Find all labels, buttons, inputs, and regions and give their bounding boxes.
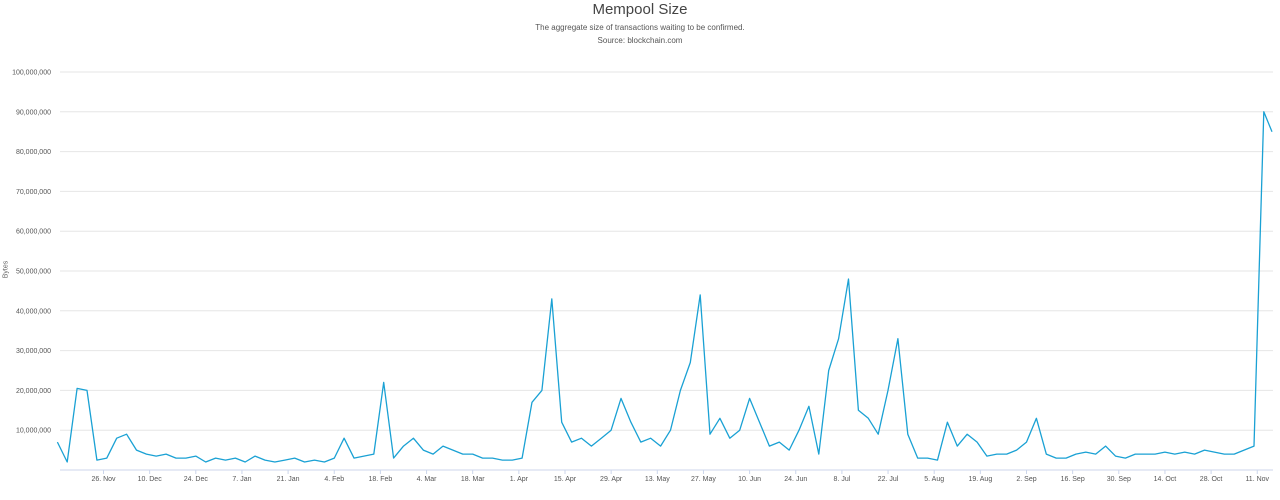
chart-title: Mempool Size <box>592 1 688 18</box>
y-tick-label: 80,000,000 <box>16 149 51 156</box>
chart-source: Source: blockchain.com <box>597 36 683 45</box>
y-tick-label: 70,000,000 <box>16 189 51 196</box>
y-tick-label: 30,000,000 <box>16 348 51 355</box>
plot-area <box>56 111 1273 463</box>
x-axis-ticks: 26. Nov 10. Dec 24. Dec 7. Jan 21. Jan 4. Feb… <box>91 470 1270 483</box>
x-tick-label: 10. Dec <box>138 476 163 483</box>
grid-lines <box>60 71 1273 431</box>
x-tick-label: 7. Jan <box>232 476 251 483</box>
x-tick-label: 8. Jul <box>834 476 851 483</box>
y-tick-label: 60,000,000 <box>16 229 51 236</box>
y-tick-label: 90,000,000 <box>16 109 51 116</box>
y-axis-ticks: 10,000,000 20,000,000 30,000,000 40,000,000… <box>12 70 51 435</box>
x-tick-label: 18. Mar <box>461 476 485 483</box>
x-tick-label: 15. Apr <box>554 476 577 483</box>
x-tick-label: 18. Feb <box>369 476 393 483</box>
x-tick-label: 28. Oct <box>1200 476 1223 483</box>
x-tick-label: 5. Aug <box>924 476 944 483</box>
x-tick-label: 22. Jul <box>878 476 899 483</box>
x-tick-label: 14. Oct <box>1154 476 1177 483</box>
x-tick-label: 24. Jun <box>784 476 807 483</box>
y-tick-label: 50,000,000 <box>16 269 51 276</box>
x-tick-label: 24. Dec <box>184 476 209 483</box>
chart-subtitle: The aggregate size of transactions waiti… <box>535 23 745 32</box>
x-tick-label: 1. Apr <box>510 476 529 483</box>
x-tick-label: 13. May <box>645 476 670 483</box>
x-tick-label: 26. Nov <box>91 476 116 483</box>
x-tick-label: 4. Mar <box>417 476 438 483</box>
x-tick-label: 16. Sep <box>1061 476 1085 483</box>
y-tick-label: 10,000,000 <box>16 428 51 435</box>
x-tick-label: 10. Jun <box>738 476 761 483</box>
y-tick-label: 20,000,000 <box>16 388 51 395</box>
x-tick-label: 30. Sep <box>1107 476 1131 483</box>
x-tick-label: 11. Nov <box>1245 476 1269 483</box>
x-tick-label: 2. Sep <box>1016 476 1036 483</box>
mempool-size-line <box>56 111 1273 463</box>
x-tick-label: 21. Jan <box>277 476 300 483</box>
y-tick-label: 100,000,000 <box>12 70 51 77</box>
x-tick-label: 27. May <box>691 476 716 483</box>
y-tick-label: 40,000,000 <box>16 308 51 315</box>
x-tick-label: 29. Apr <box>600 476 623 483</box>
x-tick-label: 19. Aug <box>968 476 992 483</box>
x-tick-label: 4. Feb <box>324 476 344 483</box>
